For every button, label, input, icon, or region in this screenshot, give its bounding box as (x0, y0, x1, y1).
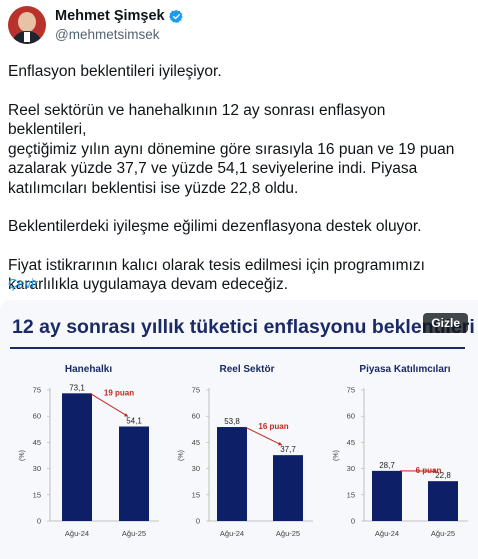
y-tick-label: 15 (347, 490, 355, 499)
y-axis-label: (%) (19, 450, 26, 461)
author-name-row[interactable]: Mehmet Şimşek (55, 8, 184, 24)
x-tick-label: Ağu-24 (375, 529, 399, 538)
bar (62, 393, 92, 521)
data-label: 54,1 (126, 417, 142, 426)
author-handle[interactable]: @mehmetsimsek (55, 27, 160, 42)
avatar-shirt (24, 32, 30, 42)
data-label: 73,1 (69, 383, 85, 392)
chart-svg: Hanehalkı 0 15 30 45 60 75 (%) 73,1 Ağu-24 54,1 Ağu… (19, 364, 159, 538)
x-tick-label: Ağu-24 (220, 529, 244, 538)
y-tick-label: 75 (192, 386, 200, 395)
chart-reel-sektor: Reel Sektör 0 15 30 45 60 75 (%) 53,8 Ağu-24 37,7 A… (164, 360, 318, 559)
tweet-paragraph: Fiyat istikrarının kalıcı olarak tesis e… (8, 256, 425, 294)
y-tick-label: 0 (351, 517, 355, 526)
annotation-arrowhead (124, 413, 128, 417)
title-divider (10, 347, 465, 349)
author-name[interactable]: Mehmet Şimşek (55, 8, 165, 24)
y-axis-label: (%) (333, 450, 340, 461)
y-tick-label: 30 (192, 464, 200, 473)
media-title: 12 ay sonrası yıllık tüketici enflasyonu… (12, 316, 475, 338)
chart-svg: Piyasa Katılımcıları 0 15 30 45 60 75 (%) 28,7 Ağ… (333, 364, 468, 538)
y-tick-label: 15 (33, 490, 41, 499)
tweet-paragraph: Reel sektörün ve hanehalkının 12 ay sonr… (8, 101, 455, 197)
chart-title: Piyasa Katılımcıları (359, 364, 450, 375)
y-tick-label: 60 (33, 412, 41, 421)
y-tick-label: 45 (192, 438, 200, 447)
bar (372, 470, 402, 521)
data-label: 37,7 (280, 445, 296, 454)
chart-svg: Reel Sektör 0 15 30 45 60 75 (%) 53,8 Ağu-24 37,7 A… (178, 364, 313, 538)
y-tick-label: 0 (196, 517, 200, 526)
annotation-arrowhead (278, 441, 282, 446)
translate-link[interactable]: Çevir (8, 276, 39, 291)
data-label: 53,8 (224, 417, 240, 426)
y-tick-label: 45 (347, 438, 355, 447)
chart-title: Reel Sektör (219, 364, 274, 375)
x-tick-label: Ağu-25 (276, 529, 300, 538)
y-tick-label: 30 (33, 464, 41, 473)
tweet-text: Enflasyon beklentileri iyileşiyor. Reel … (8, 62, 468, 314)
y-tick-label: 75 (347, 386, 355, 395)
bar (217, 427, 247, 521)
bar (428, 481, 458, 521)
annotation-arrowhead (433, 469, 437, 474)
chart-piyasa: Piyasa Katılımcıları 0 15 30 45 60 75 (%) 28,7 Ağ… (320, 360, 478, 559)
x-tick-label: Ağu-25 (122, 529, 146, 538)
y-tick-label: 45 (33, 438, 41, 447)
hide-media-button[interactable]: Gizle (423, 313, 468, 333)
data-label: 22,8 (435, 471, 451, 480)
y-tick-label: 15 (192, 490, 200, 499)
annotation-label: 6 puan (416, 466, 442, 475)
avatar-face (18, 12, 36, 32)
y-axis-label: (%) (178, 450, 185, 461)
avatar[interactable] (8, 6, 46, 44)
bar (119, 426, 149, 521)
verified-badge-icon (168, 9, 183, 23)
annotation-label: 19 puan (104, 388, 134, 397)
annotation-arrow (89, 392, 129, 417)
x-tick-label: Ağu-24 (65, 529, 89, 538)
bar (273, 455, 303, 521)
annotation-label: 16 puan (258, 422, 288, 431)
chart-title: Hanehalkı (65, 364, 112, 375)
y-tick-label: 75 (33, 386, 41, 395)
y-tick-label: 0 (37, 517, 41, 526)
annotation-arrow (244, 426, 283, 446)
y-tick-label: 30 (347, 464, 355, 473)
data-label: 28,7 (379, 461, 395, 470)
chart-hanehalki: Hanehalkı 0 15 30 45 60 75 (%) 73,1 Ağu-24 54,1 Ağu… (0, 360, 165, 559)
y-tick-label: 60 (347, 412, 355, 421)
x-tick-label: Ağu-25 (431, 529, 455, 538)
media-image[interactable]: 12 ay sonrası yıllık tüketici enflasyonu… (0, 300, 478, 559)
tweet-paragraph: Beklentilerdeki iyileşme eğilimi dezenfl… (8, 218, 422, 235)
tweet-paragraph: Enflasyon beklentileri iyileşiyor. (8, 63, 222, 80)
y-tick-label: 60 (192, 412, 200, 421)
